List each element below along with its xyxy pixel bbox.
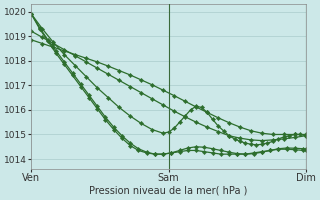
X-axis label: Pression niveau de la mer( hPa ): Pression niveau de la mer( hPa ): [89, 186, 248, 196]
